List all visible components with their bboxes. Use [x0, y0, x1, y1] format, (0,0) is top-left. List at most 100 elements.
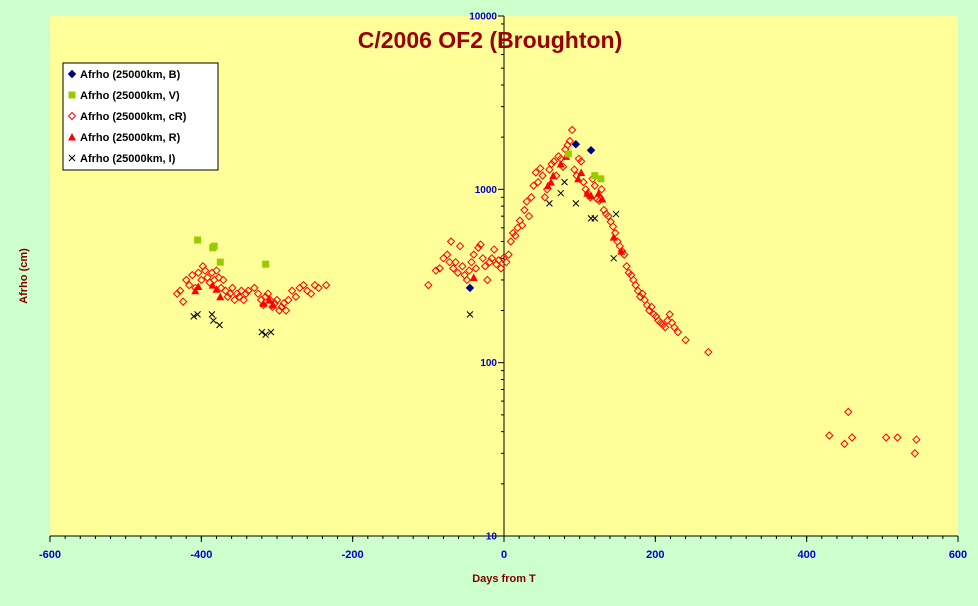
- data-point: [474, 243, 483, 252]
- data-point: [262, 331, 270, 339]
- data-point: [234, 292, 244, 301]
- data-point: [210, 317, 217, 324]
- data-point: [483, 275, 492, 285]
- data-point: [847, 433, 857, 442]
- data-point: [517, 221, 527, 230]
- data-point: [604, 211, 613, 221]
- data-point: [464, 266, 474, 275]
- data-point: [583, 189, 592, 197]
- legend-label: Afrho (25000km, B): [80, 69, 181, 81]
- legend-label: Afrho (25000km, I): [80, 153, 176, 165]
- data-point: [576, 157, 586, 166]
- data-point: [216, 292, 225, 301]
- legend-marker: [67, 69, 77, 79]
- data-point: [549, 157, 559, 166]
- data-point: [704, 347, 713, 357]
- data-point: [556, 160, 565, 168]
- y-tick-label: 10000: [469, 12, 497, 23]
- data-point: [546, 178, 555, 186]
- data-point: [561, 178, 568, 186]
- x-tick-label: -400: [190, 549, 212, 561]
- data-point: [594, 189, 603, 197]
- data-point: [844, 407, 853, 417]
- data-point: [299, 280, 308, 290]
- data-point: [506, 237, 516, 246]
- data-point: [230, 295, 239, 305]
- data-point: [591, 215, 599, 222]
- data-point: [622, 262, 631, 271]
- data-point: [262, 260, 270, 268]
- data-point: [524, 211, 534, 221]
- y-tick-label: 10: [486, 532, 498, 543]
- data-point: [287, 286, 297, 295]
- x-tick-label: -600: [39, 549, 61, 561]
- data-point: [609, 233, 618, 241]
- data-point: [487, 254, 497, 263]
- data-point: [449, 264, 458, 273]
- data-point: [321, 280, 331, 290]
- data-point: [435, 264, 444, 273]
- data-point: [194, 310, 201, 318]
- data-point: [228, 283, 237, 293]
- legend-marker: [68, 154, 76, 162]
- series-1: [194, 150, 605, 268]
- x-axis-title: Days from T: [472, 573, 536, 585]
- data-point: [458, 262, 467, 271]
- data-point: [277, 302, 286, 312]
- data-point: [536, 164, 545, 173]
- data-point: [190, 313, 198, 320]
- data-point: [485, 257, 494, 267]
- data-point: [453, 268, 463, 277]
- data-point: [225, 289, 235, 298]
- data-point: [221, 286, 230, 295]
- data-point: [598, 194, 607, 203]
- data-point: [194, 236, 202, 244]
- data-point: [670, 323, 679, 332]
- data-point: [212, 266, 221, 275]
- data-point: [587, 191, 596, 200]
- series-3: [191, 152, 626, 309]
- y-tick-label: 1000: [475, 185, 498, 196]
- data-point: [597, 185, 606, 194]
- data-point: [522, 197, 531, 206]
- points-layer: [172, 125, 921, 458]
- data-point: [306, 289, 316, 298]
- data-point: [825, 431, 834, 440]
- chart-title: C/2006 OF2 (Broughton): [358, 27, 623, 53]
- data-point: [212, 285, 221, 293]
- data-point: [546, 200, 553, 207]
- data-point: [590, 181, 600, 190]
- data-point: [216, 321, 223, 329]
- data-point: [557, 189, 565, 197]
- series-4: [190, 178, 620, 339]
- data-point: [272, 295, 282, 305]
- data-point: [617, 247, 626, 255]
- data-point: [608, 222, 618, 231]
- data-point: [223, 292, 233, 301]
- data-point: [496, 264, 506, 273]
- data-point: [520, 205, 529, 215]
- data-point: [881, 433, 891, 442]
- data-point: [574, 174, 583, 183]
- data-point: [462, 275, 472, 285]
- legend-label: Afrho (25000km, cR): [80, 111, 187, 123]
- data-point: [612, 210, 620, 218]
- data-point: [465, 283, 475, 293]
- data-point: [504, 250, 513, 259]
- data-point: [540, 193, 550, 202]
- data-point: [267, 328, 275, 336]
- data-point: [502, 257, 511, 267]
- data-point: [216, 283, 226, 293]
- data-point: [250, 283, 259, 293]
- legend-label: Afrho (25000km, R): [80, 132, 181, 144]
- data-point: [638, 289, 647, 298]
- data-point: [529, 181, 538, 190]
- data-point: [633, 286, 643, 295]
- data-point: [259, 299, 268, 307]
- legend: Afrho (25000km, B) Afrho (25000km, V) Afrh…: [62, 62, 219, 171]
- data-point: [663, 316, 672, 325]
- data-point: [597, 175, 605, 183]
- data-point: [586, 145, 596, 155]
- data-point: [665, 310, 674, 319]
